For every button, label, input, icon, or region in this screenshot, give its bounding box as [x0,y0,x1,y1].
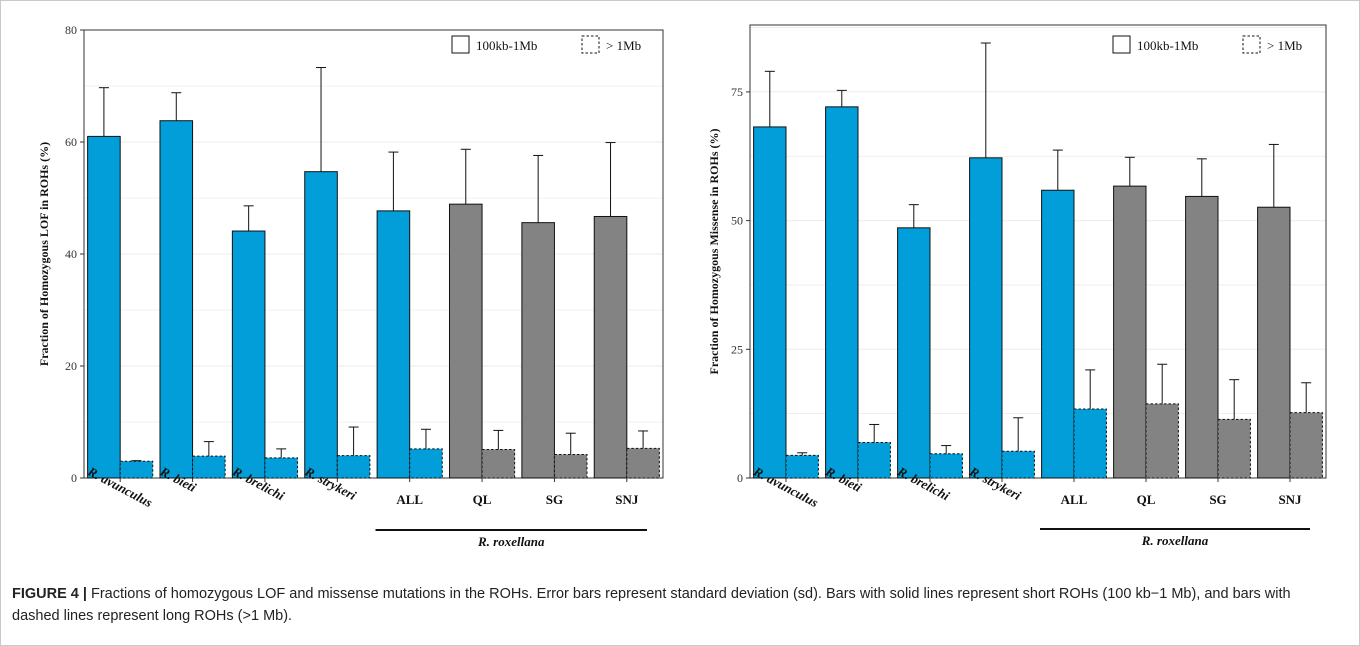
y-tick-label: 20 [65,359,77,373]
legend-label-dashed: > 1Mb [1267,38,1302,53]
legend-swatch-dashed [581,35,600,54]
bar-long-roh [1289,412,1323,479]
x-tick-label: ALL [1061,492,1088,507]
y-tick-label: 0 [71,471,77,485]
x-tick-label: SNJ [615,492,639,507]
x-tick-label: QL [473,492,492,507]
bar-short-roh [159,120,194,479]
legend-swatch-solid [1112,35,1131,54]
bar-long-roh [1145,403,1179,479]
legend-swatch-solid [451,35,470,54]
bar-long-roh [1073,408,1107,479]
group-label: R. roxellana [477,534,545,549]
bar-long-roh [481,448,516,479]
bar-long-roh [1001,450,1035,479]
y-axis-label: Fraction of Homozygous LOF in ROHs (%) [37,142,51,366]
bar-short-roh [87,135,121,479]
y-tick-label: 60 [65,135,77,149]
legend-label-dashed: > 1Mb [606,38,641,53]
bar-short-roh [1041,189,1075,479]
bar-long-roh [929,453,963,479]
bar-short-roh [231,230,266,479]
x-tick-label: SNJ [1278,492,1302,507]
legend-label-solid: 100kb-1Mb [1137,38,1198,53]
bar-short-roh [897,227,931,479]
bar-short-roh [969,157,1003,479]
bar-short-roh [448,203,483,479]
caption-text: Fractions of homozygous LOF and missense… [12,586,1291,624]
bar-long-roh [264,457,299,479]
y-tick-label: 50 [731,214,743,228]
y-tick-label: 80 [65,23,77,37]
bar-short-roh [304,171,338,479]
bar-short-roh [753,126,787,479]
group-label: R. roxellana [1141,533,1209,548]
y-tick-label: 75 [731,85,743,99]
bar-long-roh [785,454,819,479]
caption-label: FIGURE 4 | [12,586,87,602]
legend-label-solid: 100kb-1Mb [476,38,537,53]
bar-long-roh [409,448,443,479]
bar-short-roh [593,215,628,479]
x-tick-label: SG [1209,492,1226,507]
legend-swatch-dashed [1242,35,1261,54]
y-tick-label: 0 [737,471,743,485]
bar-short-roh [1257,206,1291,479]
plot-border [749,24,1327,479]
chart-panel-2: 0 25 50 75 Fraction of Homozygous Missense i… [707,24,1327,548]
bar-long-roh [1217,418,1251,479]
x-tick-label: QL [1137,492,1156,507]
bar-long-roh [553,453,588,479]
bar-short-roh [825,106,859,479]
bar-short-roh [521,222,555,479]
charts-svg: 0 20 40 60 80 Fraction of Homozygous LOF in R… [37,23,1327,549]
bar-short-roh [1185,195,1219,479]
plot-border [83,29,664,479]
x-tick-label: ALL [396,492,423,507]
figure-caption: FIGURE 4 | Fractions of homozygous LOF a… [12,583,1342,627]
bar-short-roh [1113,185,1147,479]
bar-long-roh [119,460,154,479]
bar-short-roh [376,210,411,479]
bar-long-roh [626,447,660,479]
y-axis-label: Fraction of Homozygous Missense in ROHs … [707,129,721,375]
y-tick-label: 40 [65,247,77,261]
x-tick-label: SG [546,492,563,507]
bar-long-roh [857,441,891,479]
chart-panel-1: 0 20 40 60 80 Fraction of Homozygous LOF in R… [37,23,664,549]
y-tick-label: 25 [731,342,743,356]
bar-long-roh [192,455,226,479]
bar-long-roh [336,455,371,479]
